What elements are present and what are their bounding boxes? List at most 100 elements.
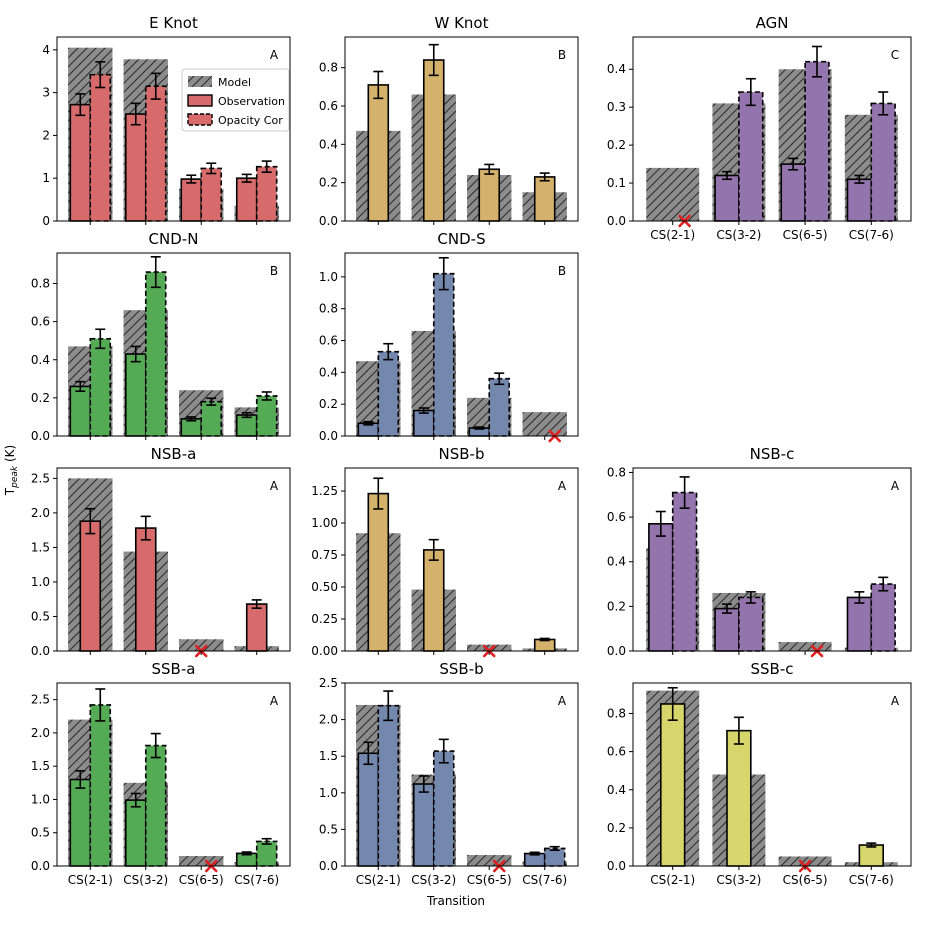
observation-bar [412, 409, 435, 437]
error-bar [140, 515, 151, 541]
model-bar [778, 642, 832, 651]
x-tick-label: CS(7-6) [849, 873, 894, 887]
error-bar [130, 345, 141, 363]
opacity-cor-bar [488, 377, 511, 437]
axes-frame [56, 467, 291, 652]
panel-letter: A [891, 694, 900, 708]
panel-ssb-c: 0.0 0.2 0.4 0.6 0.8 CS(2-1) CS(3-2) CS(6-5) CS(7… [607, 660, 912, 887]
panel-letter: B [558, 48, 566, 62]
error-bar [186, 416, 197, 422]
error-bar [75, 770, 86, 789]
error-bar [95, 688, 106, 722]
panel-ssb-a: 0.0 0.5 1.0 1.5 2.0 2.5 CS(2-1) CS(3-2) CS(6-5) C… [31, 660, 291, 887]
observation-bar [422, 59, 445, 222]
y-tick-label: 0.8 [31, 277, 50, 291]
y-tick-label: 2.5 [319, 676, 338, 690]
observation-bar [357, 752, 380, 867]
error-bar [679, 476, 690, 509]
legend-swatch-model [188, 76, 212, 87]
observation-bar [79, 520, 102, 652]
error-bar [854, 591, 865, 604]
y-tick-label: 0.4 [607, 555, 626, 569]
panel-nsb-a: 0.0 0.5 1.0 1.5 2.0 2.5 NSB-a A [31, 445, 291, 658]
error-bar [383, 690, 394, 722]
x-tick-label: CS(3-2) [123, 873, 168, 887]
panel-letter: B [558, 264, 566, 278]
error-bar [667, 686, 678, 721]
error-bar [206, 162, 217, 175]
y-tick-label: 0.6 [607, 510, 626, 524]
error-bar [438, 256, 449, 291]
error-bar [428, 43, 439, 77]
error-bar [655, 510, 666, 537]
x-axis-label: Transition [426, 894, 485, 908]
y-tick-label: 0.6 [31, 315, 50, 329]
error-bar [130, 792, 141, 808]
error-bar [241, 411, 252, 419]
opacity-cor-bar [543, 847, 566, 867]
legend-swatch-opacity-cor [187, 113, 213, 126]
error-bar [150, 72, 161, 100]
opacity-cor-bar [870, 102, 896, 222]
observation-bar [124, 113, 147, 222]
x-tick-label: CS(3-2) [716, 228, 761, 242]
opacity-cor-bar [89, 704, 112, 867]
panel-title: SSB-c [751, 660, 794, 678]
y-tick-label: 2.5 [31, 471, 50, 485]
panel-title: CND-N [149, 230, 199, 248]
legend-label: Observation [218, 95, 285, 108]
axes-frame [344, 682, 579, 867]
panel-letter: A [270, 48, 279, 62]
observation-bar [726, 729, 752, 867]
panel-ssb-b: 0.0 0.5 1.0 1.5 2.0 2.5 CS(2-1) CS(3-2) CS(6-5) C… [319, 660, 579, 887]
y-tick-label: 0.6 [319, 334, 338, 348]
panel-letter: A [891, 479, 900, 493]
y-tick-label: 0.1 [607, 176, 626, 190]
y-tick-label: 2 [42, 128, 50, 142]
panel-w-knot: 0.0 0.2 0.4 0.6 0.8 W Knot B [319, 14, 579, 228]
panel-nsb-c: 0.0 0.2 0.4 0.6 0.8 NSB-c A [607, 445, 912, 658]
y-tick-label: 1.0 [319, 270, 338, 284]
error-bar [251, 599, 262, 609]
y-tick-label: 1.5 [31, 759, 50, 773]
observation-bar [846, 596, 873, 652]
panel-title: CND-S [437, 230, 485, 248]
error-bar [130, 102, 141, 126]
observation-bar [69, 103, 92, 222]
axes-frame [56, 252, 291, 437]
axes-frame [344, 36, 579, 222]
error-bar [745, 77, 756, 107]
y-tick-label: 1.25 [311, 484, 338, 498]
legend-label: Opacity Cor [218, 114, 283, 127]
y-tick-label: 0.8 [607, 707, 626, 721]
y-tick-label: 1.0 [319, 786, 338, 800]
y-tick-label: 0.2 [607, 599, 626, 613]
panel-letter: A [558, 479, 567, 493]
model-bar [778, 856, 832, 866]
x-tick-label: CS(3-2) [411, 873, 456, 887]
y-tick-label: 0.0 [607, 214, 626, 228]
opacity-cor-bar [255, 165, 278, 222]
error-bar [241, 851, 252, 856]
x-tick-label: CS(6-5) [179, 873, 224, 887]
panel-title: W Knot [434, 14, 488, 32]
y-tick-label: 0.8 [607, 465, 626, 479]
panel-agn: 0.0 0.1 0.2 0.3 0.4 CS(2-1) CS(3-2) CS(6-5) CS(7… [607, 14, 912, 242]
x-tick-label: CS(2-1) [650, 873, 695, 887]
observation-bar [69, 778, 92, 867]
opacity-cor-bar [200, 400, 223, 437]
y-tick-label: 0.6 [319, 99, 338, 113]
opacity-cor-bar [255, 840, 278, 867]
y-tick-label: 0.6 [607, 745, 626, 759]
y-tick-label: 2.5 [31, 693, 50, 707]
y-tick-label: 2.0 [319, 713, 338, 727]
observation-bar [846, 178, 873, 222]
panel-title: NSB-b [439, 445, 485, 463]
error-bar [373, 70, 384, 100]
y-tick-label: 2.0 [31, 506, 50, 520]
y-tick-label: 0.75 [311, 548, 338, 562]
error-bar [95, 328, 106, 350]
observation-bar [858, 844, 884, 867]
axes-frame [56, 682, 291, 867]
